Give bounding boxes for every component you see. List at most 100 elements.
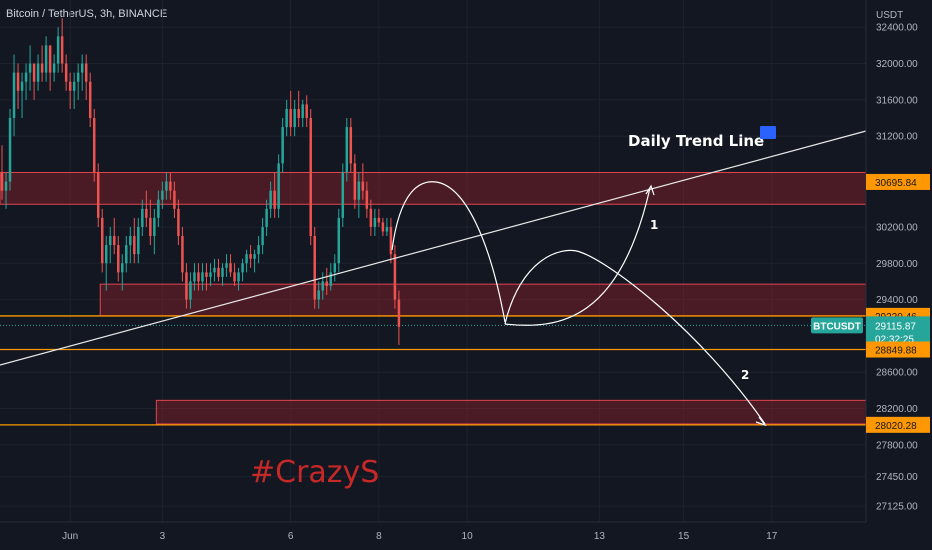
zone-rect (155, 399, 867, 425)
y-tick-label: 27125.00 (876, 502, 918, 513)
candle-body (217, 267, 220, 277)
candle-body (389, 226, 393, 255)
candle-body (225, 263, 228, 268)
horizontal-levels (0, 315, 866, 426)
candle-body (261, 226, 264, 246)
candle-body (40, 63, 44, 73)
candle-body (221, 267, 224, 277)
y-tick-label: 28600.00 (876, 368, 918, 379)
candle-body (72, 81, 76, 91)
candle-body (145, 208, 148, 218)
y-tick-label: 27800.00 (876, 440, 918, 451)
time-axis-background (0, 522, 866, 550)
candle-body (233, 272, 236, 282)
x-tick-label: 17 (766, 531, 778, 542)
y-tick-label: 29400.00 (876, 295, 918, 306)
countdown-timer: 02:32:25 (875, 334, 914, 345)
candle-body (209, 272, 212, 277)
candle-body (365, 190, 369, 209)
candle-body (109, 236, 112, 246)
candle-body (245, 254, 248, 264)
candle-body (137, 226, 140, 255)
axis-background (866, 0, 932, 550)
candle-body (337, 217, 341, 264)
candle-body (345, 127, 349, 173)
y-tick-label: 31200.00 (876, 132, 918, 143)
zone-rect (99, 283, 867, 317)
candle-body (44, 45, 48, 73)
path-label-2: 2 (741, 368, 749, 382)
candle-body (361, 181, 365, 191)
candle-body (201, 272, 204, 282)
candle-body (32, 63, 36, 82)
price-tag (866, 173, 930, 190)
y-tick-label: 31600.00 (876, 95, 918, 106)
y-tick-label: 28200.00 (876, 404, 918, 415)
candle-body (177, 208, 180, 237)
candle-body (84, 63, 88, 82)
flag-icon (760, 126, 776, 139)
candle-body (381, 222, 385, 232)
last-price-tag (866, 316, 930, 347)
candle-body (193, 272, 196, 282)
candle-body (121, 263, 124, 273)
candle-body (76, 72, 80, 82)
candle-body (317, 290, 320, 300)
candle-body (141, 208, 144, 227)
candle-body (96, 172, 100, 218)
y-tick-label: 27450.00 (876, 472, 918, 483)
candle-body (309, 118, 312, 237)
candle-body (281, 127, 284, 164)
candle-body (213, 267, 216, 273)
candle-body (105, 245, 108, 264)
y-tick-label: 32400.00 (876, 23, 918, 34)
x-tick-label: 6 (288, 531, 294, 542)
candle-body (113, 236, 116, 246)
candle-body (0, 172, 4, 191)
x-tick-label: Jun (62, 531, 78, 542)
candle-body (293, 108, 296, 128)
candle-body (241, 263, 244, 273)
candle-body (297, 108, 300, 119)
candle-body (92, 118, 96, 173)
price-tag (866, 341, 930, 358)
y-tick-label: 30200.00 (876, 222, 918, 233)
candle-body (341, 172, 345, 218)
price-tags: 30695.8429220.46BTCUSDT29115.8702:32:252… (811, 173, 930, 433)
candle-body (117, 245, 120, 273)
price-axis: USDT 32400.00 32000.00 31600.00 31200.00 3020… (865, 0, 932, 550)
supply-demand-zones (0, 171, 867, 425)
candles (0, 18, 401, 345)
candle-body (68, 81, 72, 91)
candle-body (269, 190, 272, 209)
candle-body (377, 217, 381, 223)
candle-body (305, 104, 308, 119)
candle-body (185, 272, 188, 300)
candle-body (349, 127, 353, 164)
candle-body (60, 36, 64, 64)
candle-body (8, 118, 12, 182)
candle-body (289, 108, 292, 128)
candle-body (257, 245, 260, 255)
symbol-tag-label: BTCUSDT (813, 321, 861, 332)
candle-body (265, 208, 268, 227)
candle-body (385, 226, 389, 232)
daily-trend-line (0, 130, 867, 366)
candle-body (321, 281, 324, 291)
x-tick-label: 10 (462, 531, 474, 542)
candle-body (373, 217, 377, 227)
zone-rect (0, 171, 867, 205)
candle-body (80, 63, 84, 73)
last-price-value: 29115.87 (875, 321, 916, 332)
y-tick-label: 32000.00 (876, 59, 918, 70)
candle-body (277, 163, 280, 209)
candle-body (249, 254, 252, 259)
time-axis: Jun 3 6 8 10 13 15 17 (0, 521, 866, 550)
x-tick-label: 3 (160, 531, 166, 542)
candle-body (24, 72, 28, 82)
candle-body (357, 181, 361, 200)
price-tag-value: 28849.88 (875, 346, 917, 357)
x-tick-label: 15 (678, 531, 690, 542)
candle-body (189, 281, 192, 300)
